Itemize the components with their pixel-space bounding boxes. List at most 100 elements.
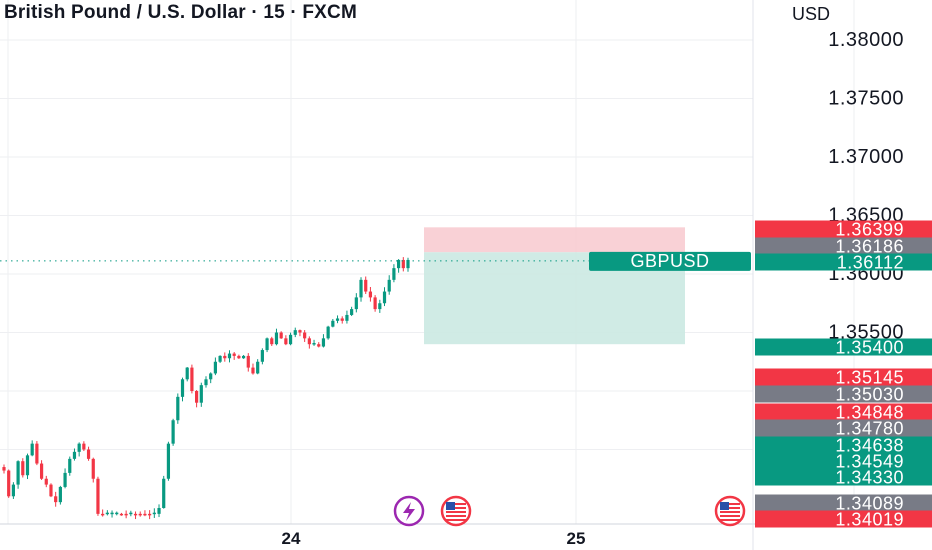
us-flag-icon[interactable] [714, 495, 746, 527]
candle-body [119, 513, 124, 516]
candle-body [110, 512, 114, 515]
candle-body [335, 318, 340, 321]
event-icons[interactable] [393, 495, 746, 527]
candle-body [44, 478, 48, 485]
candle-body [279, 332, 283, 339]
candle-body [227, 353, 232, 359]
candle-body [354, 297, 358, 310]
candle-body [298, 330, 302, 333]
us-flag-icon[interactable] [440, 495, 472, 527]
candle-body [195, 391, 199, 403]
candle-body [58, 486, 62, 503]
candle-body [162, 478, 166, 508]
candle-body [307, 338, 311, 345]
candle-body [190, 367, 194, 391]
price-label-value: 1.36186 [835, 237, 904, 257]
price-label-value: 1.34848 [835, 403, 904, 423]
price-label-tag: 1.36112 [755, 253, 932, 273]
candle-body [368, 291, 373, 298]
candle-body [105, 512, 109, 515]
candle-body [180, 379, 185, 397]
price-label-tag: 1.34848 [755, 403, 932, 423]
price-label-tag: 1.34089 [755, 494, 932, 514]
time-axis[interactable]: 24 25 [282, 529, 586, 548]
candle-body [129, 512, 133, 515]
price-label-value: 1.35030 [835, 385, 904, 405]
position-box[interactable] [424, 227, 685, 345]
price-label-tag: 1.34638 [755, 436, 932, 456]
candles [2, 257, 410, 520]
price-tick-label: 1.35500 [828, 322, 904, 344]
candle-body [359, 279, 363, 298]
candle-body [265, 338, 269, 351]
candle-body [72, 451, 77, 459]
candle-body [176, 396, 180, 421]
price-label-value: 1.36399 [835, 220, 904, 240]
candle-body [232, 353, 236, 356]
price-label-tag: 1.34780 [755, 419, 932, 439]
candle-body [387, 279, 391, 292]
price-label-tag: 1.35400 [755, 338, 932, 358]
price-label-tag: 1.34330 [755, 468, 932, 488]
candle-body [213, 361, 217, 374]
candle-body [204, 379, 208, 386]
price-label-value: 1.34780 [835, 419, 904, 439]
current-price-line: GBPUSD [0, 251, 753, 271]
price-axis[interactable]: 1.380001.375001.370001.365001.360001.355… [828, 29, 904, 344]
candle-body [260, 350, 264, 362]
candle-body [77, 443, 81, 452]
price-label-tag: 1.34549 [755, 452, 932, 472]
candle-body [86, 449, 91, 459]
price-label-tag: 1.36186 [755, 237, 932, 257]
candle-body [16, 461, 20, 485]
time-tick-label: 25 [567, 529, 586, 548]
candle-body [274, 332, 279, 345]
price-label-value: 1.36112 [837, 253, 904, 273]
candle-body [209, 373, 213, 380]
candle-body [293, 330, 297, 335]
candle-body [406, 259, 410, 269]
symbol-tag[interactable]: GBPUSD [589, 251, 751, 271]
candle-body [2, 467, 6, 471]
price-tick-label: 1.37000 [828, 146, 904, 168]
candle-body [237, 355, 241, 359]
candle-body [340, 318, 344, 321]
candle-body [241, 355, 246, 359]
candle-body [25, 455, 30, 476]
candle-body [96, 478, 100, 514]
price-label-value: 1.34638 [835, 436, 904, 456]
stop-loss-zone[interactable] [424, 227, 685, 253]
candle-body [133, 513, 138, 516]
candle-body [39, 463, 44, 479]
price-label-tag: 1.34019 [755, 510, 932, 530]
candle-body [152, 512, 156, 515]
chart-title: British Pound / U.S. Dollar · 15 · FXCM [4, 2, 357, 23]
candle-body [54, 496, 58, 503]
candle-body [345, 314, 349, 321]
candle-body [382, 291, 387, 304]
price-label-value: 1.35400 [835, 338, 904, 358]
price-label-value: 1.34089 [835, 494, 904, 514]
candle-body [171, 420, 175, 444]
candle-body [251, 367, 255, 374]
candle-body [246, 355, 250, 368]
candle-body [373, 297, 377, 310]
currency-label[interactable]: USD [792, 4, 831, 24]
candle-body [143, 513, 147, 516]
candle-body [284, 338, 288, 345]
candle-body [401, 259, 405, 269]
candle-body [157, 508, 161, 514]
lightning-icon[interactable] [393, 495, 425, 527]
candle-body [256, 361, 260, 374]
candle-body [326, 326, 330, 339]
candle-body [30, 443, 34, 456]
candle-body [115, 512, 119, 515]
candle-body [331, 320, 335, 327]
candle-body [218, 355, 222, 362]
candle-body [7, 470, 11, 497]
candle-body [138, 513, 142, 516]
candle-body [378, 303, 382, 310]
price-label-tag: 1.36399 [755, 220, 932, 240]
